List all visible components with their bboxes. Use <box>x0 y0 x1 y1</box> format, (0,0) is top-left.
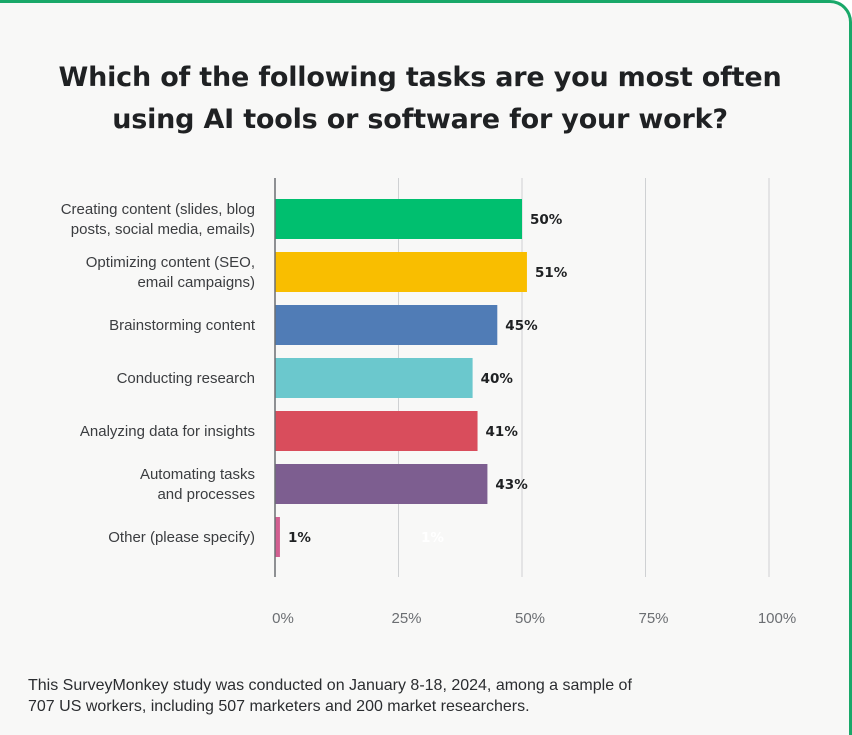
value-label-4: 41% <box>486 424 519 440</box>
value-label-5: 43% <box>495 477 528 493</box>
bar-4 <box>275 411 478 451</box>
category-label-5-0: Automating tasks <box>140 466 255 483</box>
category-label-1-1: email campaigns) <box>137 274 255 291</box>
bar-3 <box>275 358 473 398</box>
bar-6 <box>275 517 280 557</box>
value-label-6: 1% <box>288 530 311 546</box>
category-label-2-0: Brainstorming content <box>109 317 256 334</box>
ghost-value-label: 1% <box>421 530 444 546</box>
category-label-4-0: Analyzing data for insights <box>80 423 255 440</box>
category-label-3-0: Conducting research <box>117 370 255 387</box>
x-tick-label-100: 100% <box>758 610 796 627</box>
footnote-line-1: This SurveyMonkey study was conducted on… <box>28 677 632 694</box>
value-label-0: 50% <box>530 212 563 228</box>
category-label-5-1: and processes <box>157 486 255 503</box>
category-label-0-0: Creating content (slides, blog <box>61 201 255 218</box>
bar-2 <box>275 305 498 345</box>
value-label-3: 40% <box>481 371 514 387</box>
chart-title: Which of the following tasks are you mos… <box>58 62 782 135</box>
bar-1 <box>275 252 527 292</box>
bar-5 <box>275 464 488 504</box>
value-label-1: 51% <box>535 265 568 281</box>
x-tick-label-75: 75% <box>638 610 668 627</box>
category-label-6-0: Other (please specify) <box>108 529 255 546</box>
footnote: This SurveyMonkey study was conducted on… <box>28 675 728 717</box>
bar-chart: Creating content (slides, blog posts, soc… <box>61 178 796 627</box>
category-label-0-1: posts, social media, emails) <box>71 221 255 238</box>
x-tick-label-25: 25% <box>391 610 421 627</box>
value-label-2: 45% <box>505 318 538 334</box>
x-tick-label-50: 50% <box>515 610 545 627</box>
category-label-1-0: Optimizing content (SEO, <box>86 254 255 271</box>
x-tick-label-0: 0% <box>272 610 294 627</box>
bar-0 <box>275 199 522 239</box>
footnote-line-2: 707 US workers, including 507 marketers … <box>28 698 530 715</box>
